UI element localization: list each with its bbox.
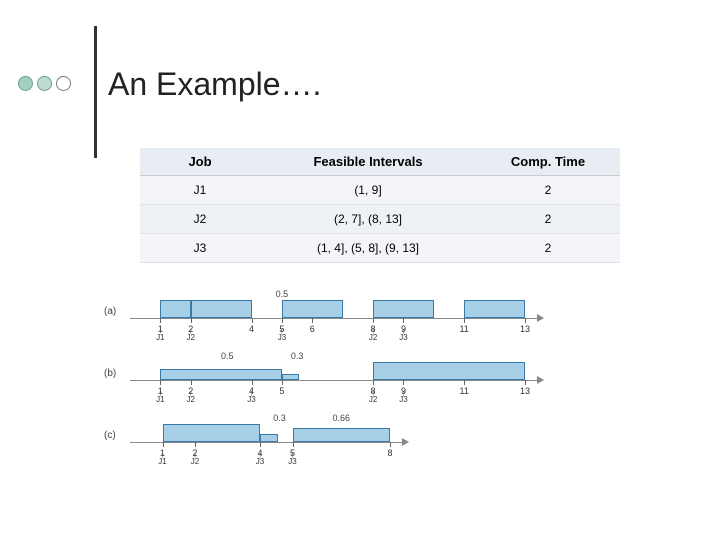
axis-tick xyxy=(195,442,196,447)
axis-arrow-icon xyxy=(537,376,544,384)
axis-tick-label: 11 xyxy=(460,386,469,396)
tick-job-label: J2 xyxy=(369,333,377,342)
tick-job-label: J3 xyxy=(399,333,407,342)
axis-tick xyxy=(282,318,283,323)
bar-block xyxy=(373,362,525,380)
axis-tick xyxy=(160,318,161,323)
axis-arrow-icon xyxy=(537,314,544,322)
axis-tick xyxy=(390,442,391,447)
bar-value-label: 0.3 xyxy=(273,413,286,423)
jobs-table: Job Feasible Intervals Comp. Time J1(1, … xyxy=(140,148,620,263)
axis-tick-label: 4 xyxy=(249,324,254,334)
bar-block xyxy=(282,374,299,380)
title-vertical-rule xyxy=(94,26,97,158)
bar-area xyxy=(130,362,550,380)
tick-job-label: J2 xyxy=(191,457,199,466)
axis-tick xyxy=(525,380,526,385)
table-header-row: Job Feasible Intervals Comp. Time xyxy=(140,148,620,176)
axis-tick xyxy=(191,318,192,323)
axis-tick xyxy=(293,442,294,447)
axis-tick xyxy=(312,318,313,323)
axis-tick xyxy=(373,318,374,323)
table-cell: J2 xyxy=(140,205,260,234)
table-cell: (1, 4], (5, 8], (9, 13] xyxy=(260,234,476,263)
bar-block xyxy=(293,428,391,442)
chart-row-label: (b) xyxy=(104,368,116,379)
bar-area xyxy=(130,300,550,318)
bar-value-label: 0.5 xyxy=(276,289,289,299)
chart-row: (c)0.30.661↑J12↑J24↑J35↑J38 xyxy=(130,412,570,470)
bar-block xyxy=(160,369,282,380)
axis-tick xyxy=(163,442,164,447)
bar-block xyxy=(191,300,252,318)
table-cell: 2 xyxy=(476,234,620,263)
axis-line xyxy=(130,442,402,443)
tick-job-label: J3 xyxy=(256,457,264,466)
tick-job-label: J3 xyxy=(399,395,407,404)
tick-job-label: J1 xyxy=(156,395,164,404)
dot-1 xyxy=(18,76,33,91)
axis-tick xyxy=(464,380,465,385)
axis-tick-label: 8 xyxy=(387,448,392,458)
axis-tick-label: 13 xyxy=(520,324,530,334)
table-cell: (2, 7], (8, 13] xyxy=(260,205,476,234)
axis-tick-label: 6 xyxy=(310,324,315,334)
dot-3 xyxy=(56,76,71,91)
col-intervals: Feasible Intervals xyxy=(260,148,476,176)
table-row: J2(2, 7], (8, 13]2 xyxy=(140,205,620,234)
axis-tick xyxy=(160,380,161,385)
bar-value-label: 0.3 xyxy=(291,351,304,361)
bar-block xyxy=(373,300,434,318)
axis-tick xyxy=(260,442,261,447)
table-cell: 2 xyxy=(476,205,620,234)
bar-area xyxy=(130,424,550,442)
timeline-charts: (a)0.51↑J12↑J245↑J368↑J29↑J31113(b)0.50.… xyxy=(130,288,570,474)
dot-2 xyxy=(37,76,52,91)
axis-tick xyxy=(525,318,526,323)
tick-job-label: J1 xyxy=(156,333,164,342)
chart-row-label: (a) xyxy=(104,306,116,317)
bar-block xyxy=(464,300,525,318)
axis-tick xyxy=(252,318,253,323)
tick-job-label: J2 xyxy=(187,333,195,342)
axis-arrow-icon xyxy=(402,438,409,446)
axis-tick xyxy=(403,318,404,323)
chart-row-label: (c) xyxy=(104,430,116,441)
axis-tick xyxy=(403,380,404,385)
table-cell: J1 xyxy=(140,176,260,205)
bar-block xyxy=(260,434,278,442)
table-cell: J3 xyxy=(140,234,260,263)
chart-row: (b)0.50.31↑J12↑J24↑J358↑J29↑J31113 xyxy=(130,350,570,408)
axis-tick-label: 13 xyxy=(520,386,530,396)
tick-job-label: J3 xyxy=(278,333,286,342)
table-row: J3(1, 4], (5, 8], (9, 13]2 xyxy=(140,234,620,263)
bar-value-label: 0.66 xyxy=(332,413,350,423)
tick-job-label: J2 xyxy=(187,395,195,404)
col-job: Job xyxy=(140,148,260,176)
axis-tick xyxy=(464,318,465,323)
axis-tick-label: 11 xyxy=(460,324,469,334)
table-cell: (1, 9] xyxy=(260,176,476,205)
table-cell: 2 xyxy=(476,176,620,205)
bar-block xyxy=(282,300,343,318)
col-comp: Comp. Time xyxy=(476,148,620,176)
slide-title: An Example…. xyxy=(108,66,321,103)
tick-job-label: J1 xyxy=(158,457,166,466)
axis-tick-label: 5 xyxy=(279,386,284,396)
table-row: J1(1, 9]2 xyxy=(140,176,620,205)
chart-row: (a)0.51↑J12↑J245↑J368↑J29↑J31113 xyxy=(130,288,570,346)
bar-block xyxy=(160,300,190,318)
bullet-dots xyxy=(18,76,71,91)
bar-block xyxy=(163,424,261,442)
axis-tick xyxy=(282,380,283,385)
tick-job-label: J2 xyxy=(369,395,377,404)
tick-job-label: J3 xyxy=(247,395,255,404)
bar-value-label: 0.5 xyxy=(221,351,234,361)
axis-tick xyxy=(252,380,253,385)
tick-job-label: J3 xyxy=(288,457,296,466)
axis-tick xyxy=(191,380,192,385)
axis-tick xyxy=(373,380,374,385)
